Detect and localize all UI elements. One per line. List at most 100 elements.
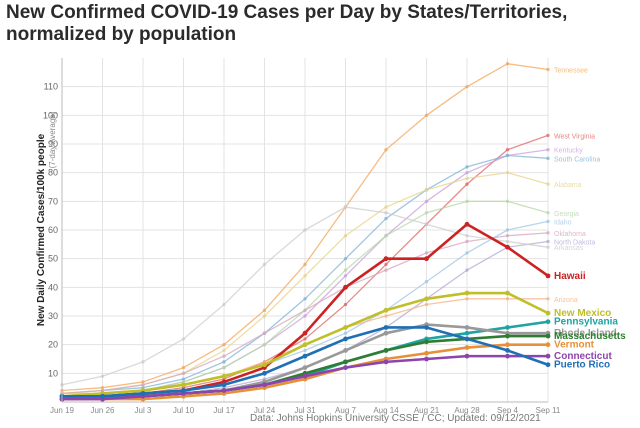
data-point	[384, 262, 388, 267]
x-tick-label: Aug 28	[454, 406, 480, 415]
series-label: Oklahoma	[554, 231, 586, 238]
data-point	[141, 360, 145, 364]
data-point	[424, 222, 429, 226]
data-point	[303, 337, 307, 341]
series-label: North Dakota	[554, 239, 595, 246]
series-label: Arkansas	[554, 245, 584, 252]
data-point	[545, 310, 551, 316]
data-point	[383, 359, 389, 365]
data-point	[343, 331, 348, 335]
y-tick-label: 110	[44, 82, 58, 92]
data-point	[343, 359, 348, 365]
data-point	[464, 221, 470, 227]
data-point	[262, 370, 267, 376]
data-point	[100, 374, 105, 378]
data-point	[546, 156, 550, 161]
data-point	[262, 342, 267, 347]
data-point	[383, 330, 389, 336]
data-point	[465, 182, 469, 186]
data-point	[546, 239, 550, 244]
data-point	[464, 330, 470, 336]
series-label: Georgia	[554, 211, 579, 218]
x-tick-label: Aug 7	[335, 406, 356, 415]
data-point	[262, 382, 267, 388]
data-point	[141, 380, 145, 384]
data-point	[546, 245, 550, 249]
y-tick-label: 80	[48, 168, 58, 178]
data-point	[424, 251, 429, 255]
data-point	[424, 199, 429, 204]
data-point	[545, 273, 551, 279]
data-point	[181, 382, 186, 388]
data-point	[221, 373, 227, 379]
data-point	[465, 84, 469, 89]
y-tick-label: 100	[43, 110, 58, 120]
data-point	[546, 297, 550, 301]
data-point	[465, 176, 469, 181]
series-label: New Mexico	[554, 308, 611, 319]
data-point	[465, 199, 469, 204]
data-point	[546, 231, 550, 235]
data-point	[505, 148, 510, 152]
data-point	[545, 319, 551, 325]
data-point	[505, 333, 510, 339]
data-point	[262, 262, 267, 267]
data-point	[222, 354, 226, 358]
y-tick-label: 40	[48, 282, 58, 292]
data-point	[221, 382, 227, 388]
data-point	[181, 337, 186, 341]
data-point	[141, 383, 145, 387]
series-label: Alabama	[554, 182, 582, 189]
data-point	[546, 219, 550, 224]
data-point	[545, 333, 551, 339]
data-point	[181, 377, 186, 381]
data-point	[546, 148, 550, 152]
data-point	[465, 239, 469, 244]
data-point	[505, 234, 510, 238]
data-point	[464, 290, 470, 296]
data-point	[302, 365, 308, 370]
data-point	[424, 325, 429, 330]
series-label: Massachusetts	[554, 331, 626, 342]
x-tick-label: Jul 31	[294, 406, 316, 415]
data-point	[464, 325, 470, 330]
data-point	[302, 330, 308, 336]
series-label: West Virginia	[554, 133, 595, 140]
data-point	[465, 268, 469, 272]
data-point	[505, 239, 510, 244]
data-point	[343, 274, 348, 278]
y-tick-label: 70	[48, 196, 58, 206]
data-point	[384, 205, 388, 209]
data-point	[262, 331, 267, 335]
x-tick-label: Jul 17	[213, 406, 235, 415]
data-point	[222, 342, 226, 347]
series-label: Puerto Rico	[554, 360, 610, 371]
data-point	[100, 385, 105, 390]
data-source-caption: Data: Johns Hopkins University CSSE / CC…	[250, 413, 541, 424]
data-point	[505, 199, 510, 204]
data-point	[303, 228, 307, 232]
series-label: Vermont	[554, 340, 595, 351]
y-tick-label: 60	[48, 225, 58, 235]
x-tick-label: Jul 24	[254, 406, 276, 415]
data-point	[343, 234, 348, 238]
data-point	[383, 307, 389, 313]
data-point	[464, 353, 470, 359]
data-point	[303, 262, 307, 267]
series-label: Idaho	[554, 219, 572, 226]
data-point	[384, 216, 388, 221]
data-point	[140, 391, 146, 396]
y-axis-sublabel: (7-day Average)	[48, 111, 57, 168]
series-label: Rhode Island	[554, 328, 617, 339]
data-point	[424, 302, 429, 307]
series-label: Pennsylvania	[554, 317, 618, 328]
y-tick-label: 10	[48, 368, 58, 378]
data-point	[181, 371, 186, 376]
data-point	[181, 388, 186, 393]
data-point	[505, 62, 510, 66]
data-point	[221, 388, 227, 393]
data-point	[343, 325, 348, 330]
data-point	[545, 362, 551, 368]
y-tick-label: 30	[48, 311, 58, 321]
